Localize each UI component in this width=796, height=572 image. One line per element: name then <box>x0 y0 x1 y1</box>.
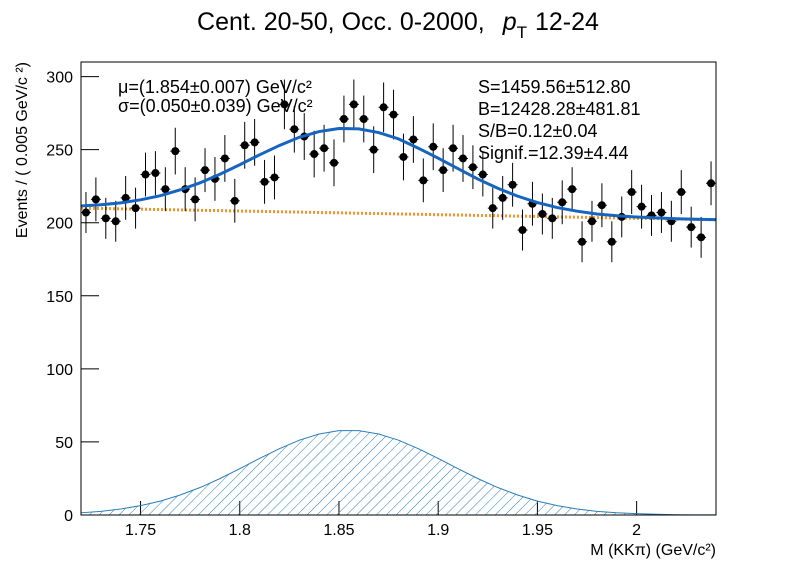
data-point <box>191 195 200 204</box>
data-point <box>339 114 348 123</box>
data-point <box>121 193 130 202</box>
data-point <box>101 214 110 223</box>
data-point <box>657 208 666 217</box>
data-point <box>280 100 289 109</box>
data-point <box>597 201 606 210</box>
y-tick-label: 300 <box>46 70 73 87</box>
data-point <box>220 154 229 163</box>
data-point <box>419 176 428 185</box>
data-point <box>409 135 418 144</box>
data-point <box>230 196 239 205</box>
data-point <box>518 226 527 235</box>
chart-title: Cent. 20-50, Occ. 0-2000, pT 12-24 <box>197 8 599 42</box>
x-tick-label: 1.8 <box>229 522 251 539</box>
data-point <box>607 237 616 246</box>
y-axis-label: Events / ( 0.005 GeV/c ²) <box>14 62 31 238</box>
fit-result: B=12428.28±481.81 <box>478 99 641 119</box>
y-tick-label: 0 <box>64 508 73 525</box>
data-point <box>171 147 180 156</box>
x-tick-label: 1.75 <box>125 522 156 539</box>
data-point <box>359 114 368 123</box>
x-tick-label: 2 <box>632 522 641 539</box>
data-point <box>310 150 319 159</box>
data-point <box>260 177 269 186</box>
fit-result: S=1459.56±512.80 <box>478 77 631 97</box>
plot-area: 1.75 1.8 1.85 1.9 1.95 2 0 50 100 150 200 250 300 μ=(… <box>46 70 717 539</box>
data-point <box>111 217 120 226</box>
y-tick-label: 200 <box>46 216 73 233</box>
data-point <box>498 193 507 202</box>
data-point <box>468 163 477 172</box>
data-point <box>290 125 299 134</box>
data-point <box>697 233 706 242</box>
data-point <box>538 209 547 218</box>
data-point <box>548 214 557 223</box>
data-point <box>558 198 567 207</box>
fit-result: Signif.=12.39±4.44 <box>478 143 629 163</box>
data-point <box>568 185 577 194</box>
x-axis-label: M (KKπ) (GeV/c²) <box>590 542 716 559</box>
data-point <box>429 142 438 151</box>
signal-area <box>80 430 717 516</box>
data-point <box>458 154 467 163</box>
data-point <box>369 145 378 154</box>
data-point <box>707 179 716 188</box>
data-point <box>488 204 497 213</box>
y-tick-label: 100 <box>46 362 73 379</box>
y-tick-label: 250 <box>46 143 73 160</box>
data-point <box>141 170 150 179</box>
data-point <box>687 223 696 232</box>
data-point <box>349 100 358 109</box>
data-point <box>677 188 686 197</box>
y-tick-label: 150 <box>46 289 73 306</box>
x-tick-label: 1.9 <box>427 522 449 539</box>
data-point <box>81 208 90 217</box>
total-fit-curve <box>80 126 717 222</box>
fit-parameter: σ=(0.050±0.039) GeV/c² <box>118 96 313 116</box>
data-point <box>91 195 100 204</box>
data-point <box>389 110 398 119</box>
data-point <box>250 138 259 147</box>
data-point <box>320 144 329 153</box>
data-point <box>439 166 448 175</box>
data-point <box>578 237 587 246</box>
data-point <box>508 180 517 189</box>
frame <box>80 61 717 516</box>
data-point <box>399 152 408 161</box>
data-point <box>151 169 160 178</box>
background-curve <box>80 206 717 222</box>
data-point <box>379 103 388 112</box>
data-point <box>330 158 339 167</box>
data-point <box>240 141 249 150</box>
data-point <box>131 204 140 213</box>
data-point <box>449 144 458 153</box>
y-tick-label: 50 <box>55 435 73 452</box>
x-tick-label: 1.85 <box>323 522 354 539</box>
fit-result: S/B=0.12±0.04 <box>478 121 597 141</box>
data-point <box>161 185 170 194</box>
fit-parameter: μ=(1.854±0.007) GeV/c² <box>118 77 312 97</box>
data-point <box>478 170 487 179</box>
x-tick-label: 1.95 <box>522 522 553 539</box>
data-point <box>270 173 279 182</box>
data-point <box>201 166 210 175</box>
data-point <box>627 188 636 197</box>
data-point <box>637 202 646 211</box>
data-point <box>587 217 596 226</box>
